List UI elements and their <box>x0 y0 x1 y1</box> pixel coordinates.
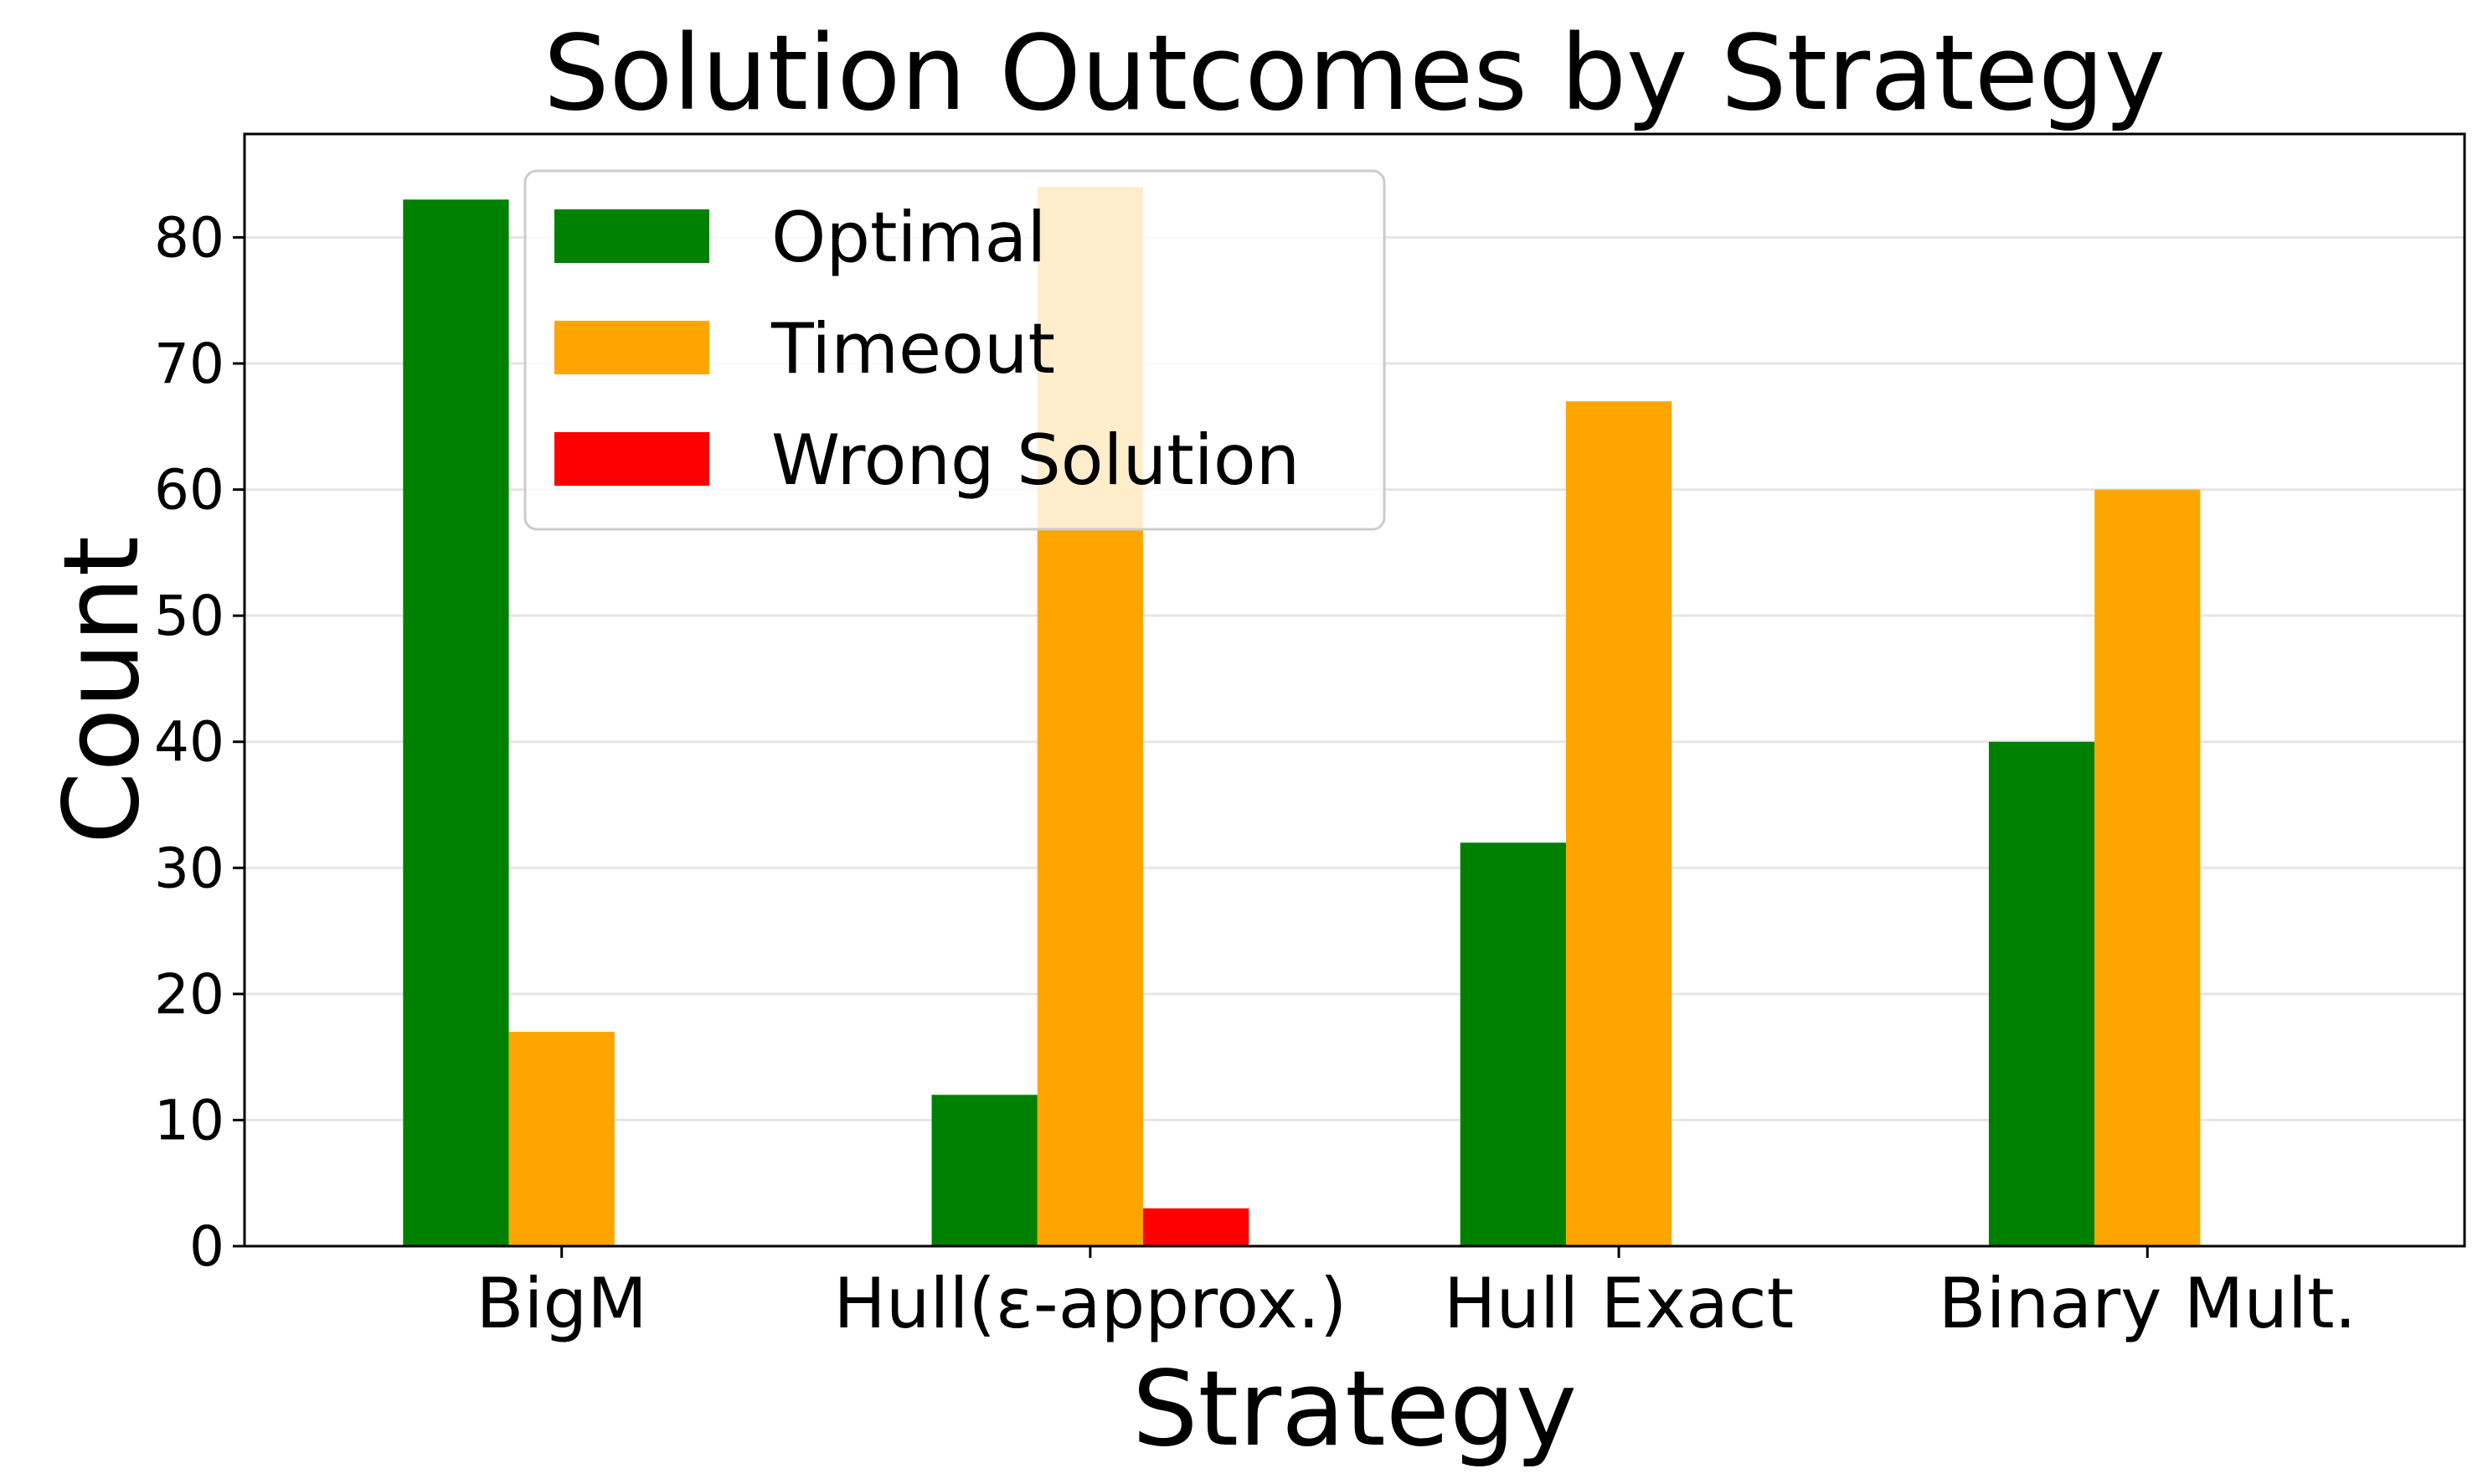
y-tick-label: 10 <box>154 1088 224 1152</box>
legend-swatch <box>554 209 709 263</box>
y-tick-label: 70 <box>154 332 224 396</box>
x-axis-label: Strategy <box>1132 1349 1577 1470</box>
y-tick-label: 80 <box>154 205 224 270</box>
bar-timeout <box>508 1032 615 1246</box>
legend-box <box>523 169 1386 531</box>
plot-frame <box>243 132 2466 1248</box>
y-tick-label: 0 <box>189 1214 224 1279</box>
bar-optimal <box>1988 741 2095 1246</box>
bar-wrong-solution <box>1143 1208 1249 1246</box>
legend: Optimal Timeout Wrong Solution <box>523 169 1386 531</box>
y-tick-label: 60 <box>154 458 224 523</box>
y-tick-label: 40 <box>154 710 224 775</box>
chart-title: Solution Outcomes by Strategy <box>543 13 2166 134</box>
x-tick-label: BigM <box>476 1263 647 1344</box>
bar-optimal <box>1460 842 1566 1246</box>
y-tick-label: 50 <box>154 584 224 648</box>
x-tick-label: Binary Mult. <box>1939 1263 2357 1344</box>
x-tick-label: Hull(ε-approx.) <box>833 1263 1347 1344</box>
legend-swatch <box>554 321 709 374</box>
legend-label: Optimal <box>771 197 1046 278</box>
x-tick-label: Hull Exact <box>1444 1263 1794 1344</box>
bar-timeout <box>2094 489 2201 1246</box>
y-axis-ticks: 0 10 20 30 40 50 60 70 80 <box>154 205 245 1279</box>
bars <box>403 187 2201 1247</box>
bar-optimal <box>403 199 509 1246</box>
legend-label: Timeout <box>770 308 1055 389</box>
x-axis-ticks: BigM Hull(ε-approx.) Hull Exact Binary Mult… <box>476 1246 2357 1344</box>
y-tick-label: 20 <box>154 962 224 1027</box>
legend-swatch <box>554 432 709 486</box>
legend-label: Wrong Solution <box>771 420 1300 501</box>
bar-optimal <box>931 1095 1038 1246</box>
y-axis-label: Count <box>42 536 162 844</box>
bar-timeout <box>1565 401 1672 1247</box>
y-tick-label: 30 <box>154 836 224 900</box>
